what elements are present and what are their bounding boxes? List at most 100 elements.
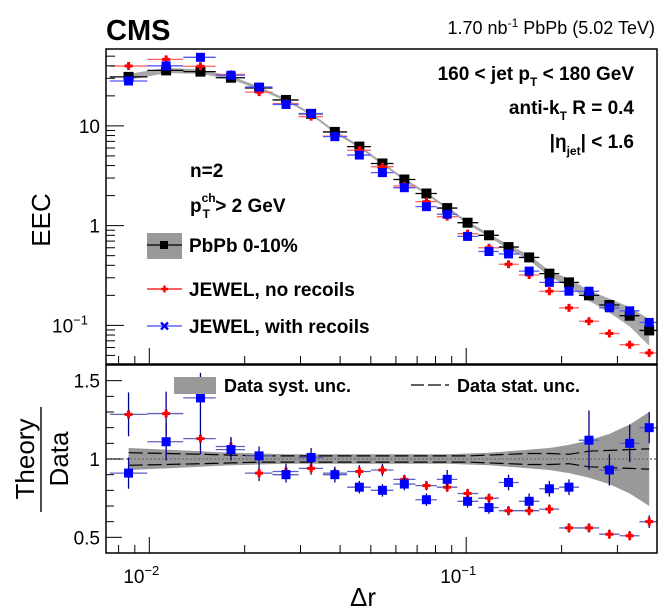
no-recoils-point — [625, 531, 634, 540]
top-panel — [109, 52, 657, 357]
with-recoils-point — [281, 99, 291, 109]
no-recoils-point — [605, 329, 614, 338]
y-tick-label: 10−1 — [52, 312, 88, 337]
x-axis-title: Δr — [350, 582, 376, 609]
ratio-panel — [106, 372, 657, 541]
legend-band-swatch — [174, 377, 216, 394]
data-point — [563, 277, 574, 288]
legend-stat: Data stat. unc. — [411, 376, 580, 396]
data-point — [442, 203, 453, 214]
with-recoils-point — [524, 266, 534, 276]
ratio-syst-band — [128, 412, 650, 506]
no-recoils-point — [584, 523, 593, 532]
no-recoils-point — [422, 481, 431, 490]
with-recoils-point — [399, 183, 409, 193]
data-point — [503, 242, 514, 253]
with-recoils-point — [584, 435, 594, 445]
with-recoils-point — [544, 277, 554, 287]
with-recoils-point — [421, 202, 431, 212]
legend-no-recoils: JEWEL, no recoils — [147, 280, 355, 301]
with-recoils-point — [604, 303, 614, 313]
legend-square-marker — [160, 241, 168, 249]
x-tick-label: 10−1 — [440, 563, 476, 588]
no-recoils-point — [124, 410, 133, 419]
data-point — [161, 65, 172, 76]
data-point — [524, 252, 535, 263]
eta-annotation: |ηjet| < 1.6 — [550, 132, 634, 158]
with-recoils-point — [625, 438, 635, 448]
data-point — [644, 325, 655, 336]
no-recoils-point — [162, 409, 171, 418]
with-recoils-point — [161, 437, 171, 447]
with-recoils-point — [254, 451, 264, 461]
lumi-label: 1.70 nb-1 PbPb (5.02 TeV) — [448, 16, 655, 38]
with-recoils-point — [399, 479, 409, 489]
with-recoils-point — [584, 286, 594, 296]
with-recoils-point — [625, 306, 635, 316]
ratio-y-tick-label: 0.5 — [74, 528, 100, 549]
no-recoils-point — [645, 517, 654, 526]
no-recoils-point — [196, 434, 205, 443]
legend-pbpb: PbPb 0-10% — [147, 233, 298, 259]
data-point — [195, 66, 206, 77]
ratio-y-title-denominator: Data — [44, 431, 74, 486]
legend-label: Data syst. unc. — [224, 376, 351, 396]
data-point — [483, 230, 494, 241]
with-recoils-point — [644, 317, 654, 327]
data-point — [462, 217, 473, 228]
with-recoils-point — [544, 484, 554, 494]
no-recoils-point — [378, 465, 387, 474]
no-recoils-point — [625, 340, 634, 349]
with-recoils-point — [463, 496, 473, 506]
with-recoils-point — [421, 495, 431, 505]
y-axis-title: EEC — [26, 193, 56, 246]
ptch-annotation: pch T > 2 GeV — [190, 191, 286, 221]
no-recoils-point — [564, 523, 573, 532]
ratio-y-title-numerator: Theory — [10, 419, 40, 500]
no-recoils-point — [504, 260, 513, 269]
with-recoils-point — [442, 474, 452, 484]
legend-syst: Data syst. unc. — [174, 376, 351, 396]
pt-range-annotation: 160 < jet pT < 180 GeV — [438, 64, 635, 89]
top-frame — [105, 48, 658, 365]
no-recoils-point — [124, 62, 133, 71]
with-recoils-point — [564, 482, 574, 492]
algorithm-annotation: anti-kT R = 0.4 — [509, 98, 635, 123]
no-recoils-point — [545, 287, 554, 296]
data-point — [329, 126, 340, 137]
no-recoils-point — [196, 62, 205, 71]
legend-label: Data stat. unc. — [457, 376, 580, 396]
data-point — [544, 268, 555, 279]
no-recoils-point — [504, 506, 513, 515]
no-recoils-point — [605, 530, 614, 539]
ratio-y-tick-label: 1.5 — [74, 372, 100, 393]
no-recoils-point — [484, 494, 493, 503]
with-recoils-point — [226, 445, 236, 455]
no-recoils-point — [545, 505, 554, 514]
x-tick-label: 10−2 — [123, 563, 159, 588]
with-recoils-point — [377, 168, 387, 178]
with-recoils-point — [377, 485, 387, 495]
with-recoils-point — [330, 132, 340, 142]
with-recoils-point — [124, 468, 134, 478]
with-recoils-point — [124, 76, 134, 86]
y-tick-label: 10 — [79, 117, 100, 138]
with-recoils-point — [524, 496, 534, 506]
with-recoils-point — [161, 61, 171, 71]
with-recoils-point — [463, 231, 473, 241]
legend-with-recoils: JEWEL, with recoils — [147, 317, 370, 338]
with-recoils-point — [644, 423, 654, 433]
with-recoils-point — [604, 465, 614, 475]
stat-unc-down — [128, 461, 650, 470]
data-point — [624, 310, 635, 321]
with-recoils-point — [306, 109, 316, 119]
legend-label: JEWEL, no recoils — [189, 280, 355, 301]
legend-cross-marker — [161, 285, 168, 293]
with-recoils-point — [442, 209, 452, 219]
with-recoils-point — [281, 470, 291, 480]
legend-x-marker — [160, 321, 169, 331]
n-annotation: n=2 — [190, 161, 223, 182]
with-recoils-point — [195, 52, 205, 62]
with-recoils-point — [195, 393, 205, 403]
